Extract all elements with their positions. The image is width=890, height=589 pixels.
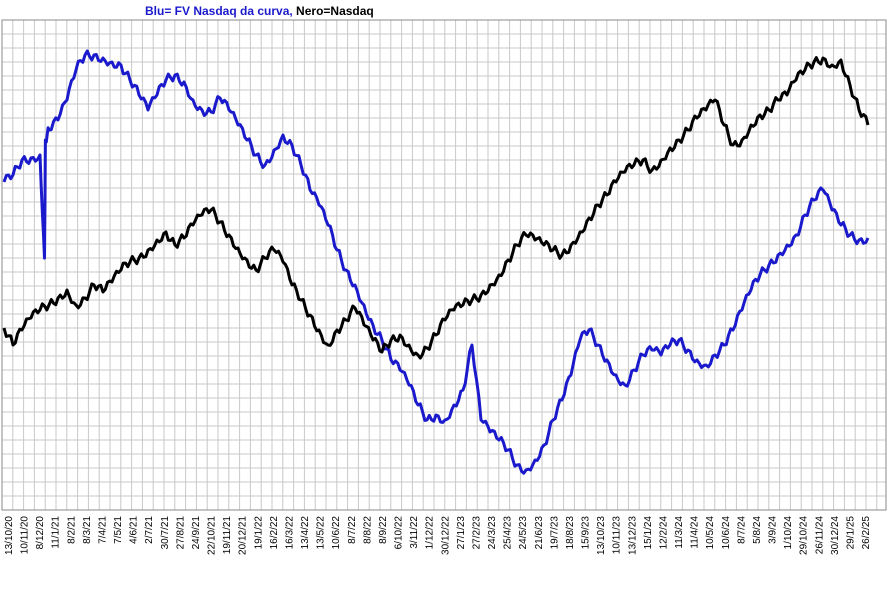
x-tick-label: 7/5/21: [113, 516, 124, 544]
x-tick-label: 22/10/21: [207, 516, 218, 555]
x-tick-label: 25/4/23: [503, 516, 514, 550]
x-tick-label: 16/2/22: [269, 516, 280, 550]
chart-title-blue-part: Blu= FV Nasdaq da curva,: [145, 4, 293, 18]
x-tick-label: 8/2/21: [66, 516, 77, 544]
x-tick-label: 10/11/23: [612, 516, 623, 555]
x-tick-label: 29/10/24: [799, 516, 810, 555]
x-tick-label: 11/4/24: [690, 516, 701, 549]
x-tick-label: 3/11/22: [409, 516, 420, 549]
chart-title-black-part: Nero=Nasdaq: [292, 4, 374, 18]
x-tick-label: 12/2/24: [658, 516, 669, 550]
x-tick-label: 27/2/23: [472, 516, 483, 550]
x-tick-label: 19/11/21: [222, 516, 233, 555]
series-line-nasdaq: [2, 56, 870, 360]
x-tick-label: 13/12/23: [627, 516, 638, 555]
x-tick-label: 26/11/24: [814, 516, 825, 555]
x-tick-label: 1/12/22: [425, 516, 436, 550]
x-tick-label: 13/10/23: [596, 516, 607, 555]
x-tick-label: 24/3/23: [487, 516, 498, 550]
x-tick-label: 13/10/20: [4, 516, 15, 555]
x-tick-label: 13/5/22: [316, 516, 327, 550]
x-tick-label: 8/7/24: [736, 516, 747, 544]
x-tick-label: 21/6/23: [534, 516, 545, 550]
x-tick-label: 2/7/21: [144, 516, 155, 544]
x-tick-label: 26/2/25: [861, 516, 872, 550]
x-tick-label: 8/3/21: [82, 516, 93, 544]
x-tick-label: 30/12/22: [440, 516, 451, 555]
x-tick-label: 13/4/22: [300, 516, 311, 550]
x-tick-label: 10/6/22: [331, 516, 342, 550]
x-tick-label: 15/9/23: [581, 516, 592, 550]
x-tick-label: 19/1/22: [253, 516, 264, 550]
x-tick-label: 10/11/20: [20, 516, 31, 555]
x-tick-label: 20/12/21: [238, 516, 249, 555]
x-tick-label: 3/9/24: [768, 516, 779, 544]
x-tick-label: 7/4/21: [98, 516, 109, 544]
x-axis-tick-labels: 13/10/20 10/11/20 8/12/20 11/1/21 8/2/21 8/3/…: [4, 516, 872, 555]
x-tick-label: 24/5/23: [518, 516, 529, 550]
x-tick-label: 11/1/21: [51, 516, 62, 549]
x-tick-label: 18/8/23: [565, 516, 576, 550]
x-tick-label: 8/9/22: [378, 516, 389, 544]
x-tick-label: 8/7/22: [347, 516, 358, 544]
x-tick-label: 29/1/25: [845, 516, 856, 550]
x-tick-label: 10/6/24: [721, 516, 732, 550]
series-line-fv-nasdaq: [2, 49, 870, 475]
x-tick-label: 8/8/22: [362, 516, 373, 544]
x-tick-label: 19/7/23: [549, 516, 560, 550]
x-tick-label: 10/5/24: [705, 516, 716, 550]
plot-frame: [1, 19, 887, 511]
x-tick-label: 27/1/23: [456, 516, 467, 550]
x-tick-label: 30/7/21: [160, 516, 171, 550]
grid-lines: [1, 19, 886, 511]
x-tick-label: 30/12/24: [830, 516, 841, 555]
x-tick-label: 11/3/24: [674, 516, 685, 549]
x-tick-label: 8/12/20: [35, 516, 46, 550]
x-tick-label: 15/1/24: [643, 516, 654, 550]
x-tick-label: 24/9/21: [191, 516, 202, 550]
x-tick-label: 5/8/24: [752, 516, 763, 544]
x-tick-label: 4/6/21: [129, 516, 140, 544]
chart-title: Blu= FV Nasdaq da curva, Nero=Nasdaq: [145, 4, 374, 18]
series-layer: [2, 49, 870, 475]
x-tick-label: 1/10/24: [783, 516, 794, 550]
x-tick-label: 6/10/22: [394, 516, 405, 550]
x-tick-label: 27/8/21: [175, 516, 186, 550]
x-tick-label: 16/3/22: [285, 516, 296, 550]
